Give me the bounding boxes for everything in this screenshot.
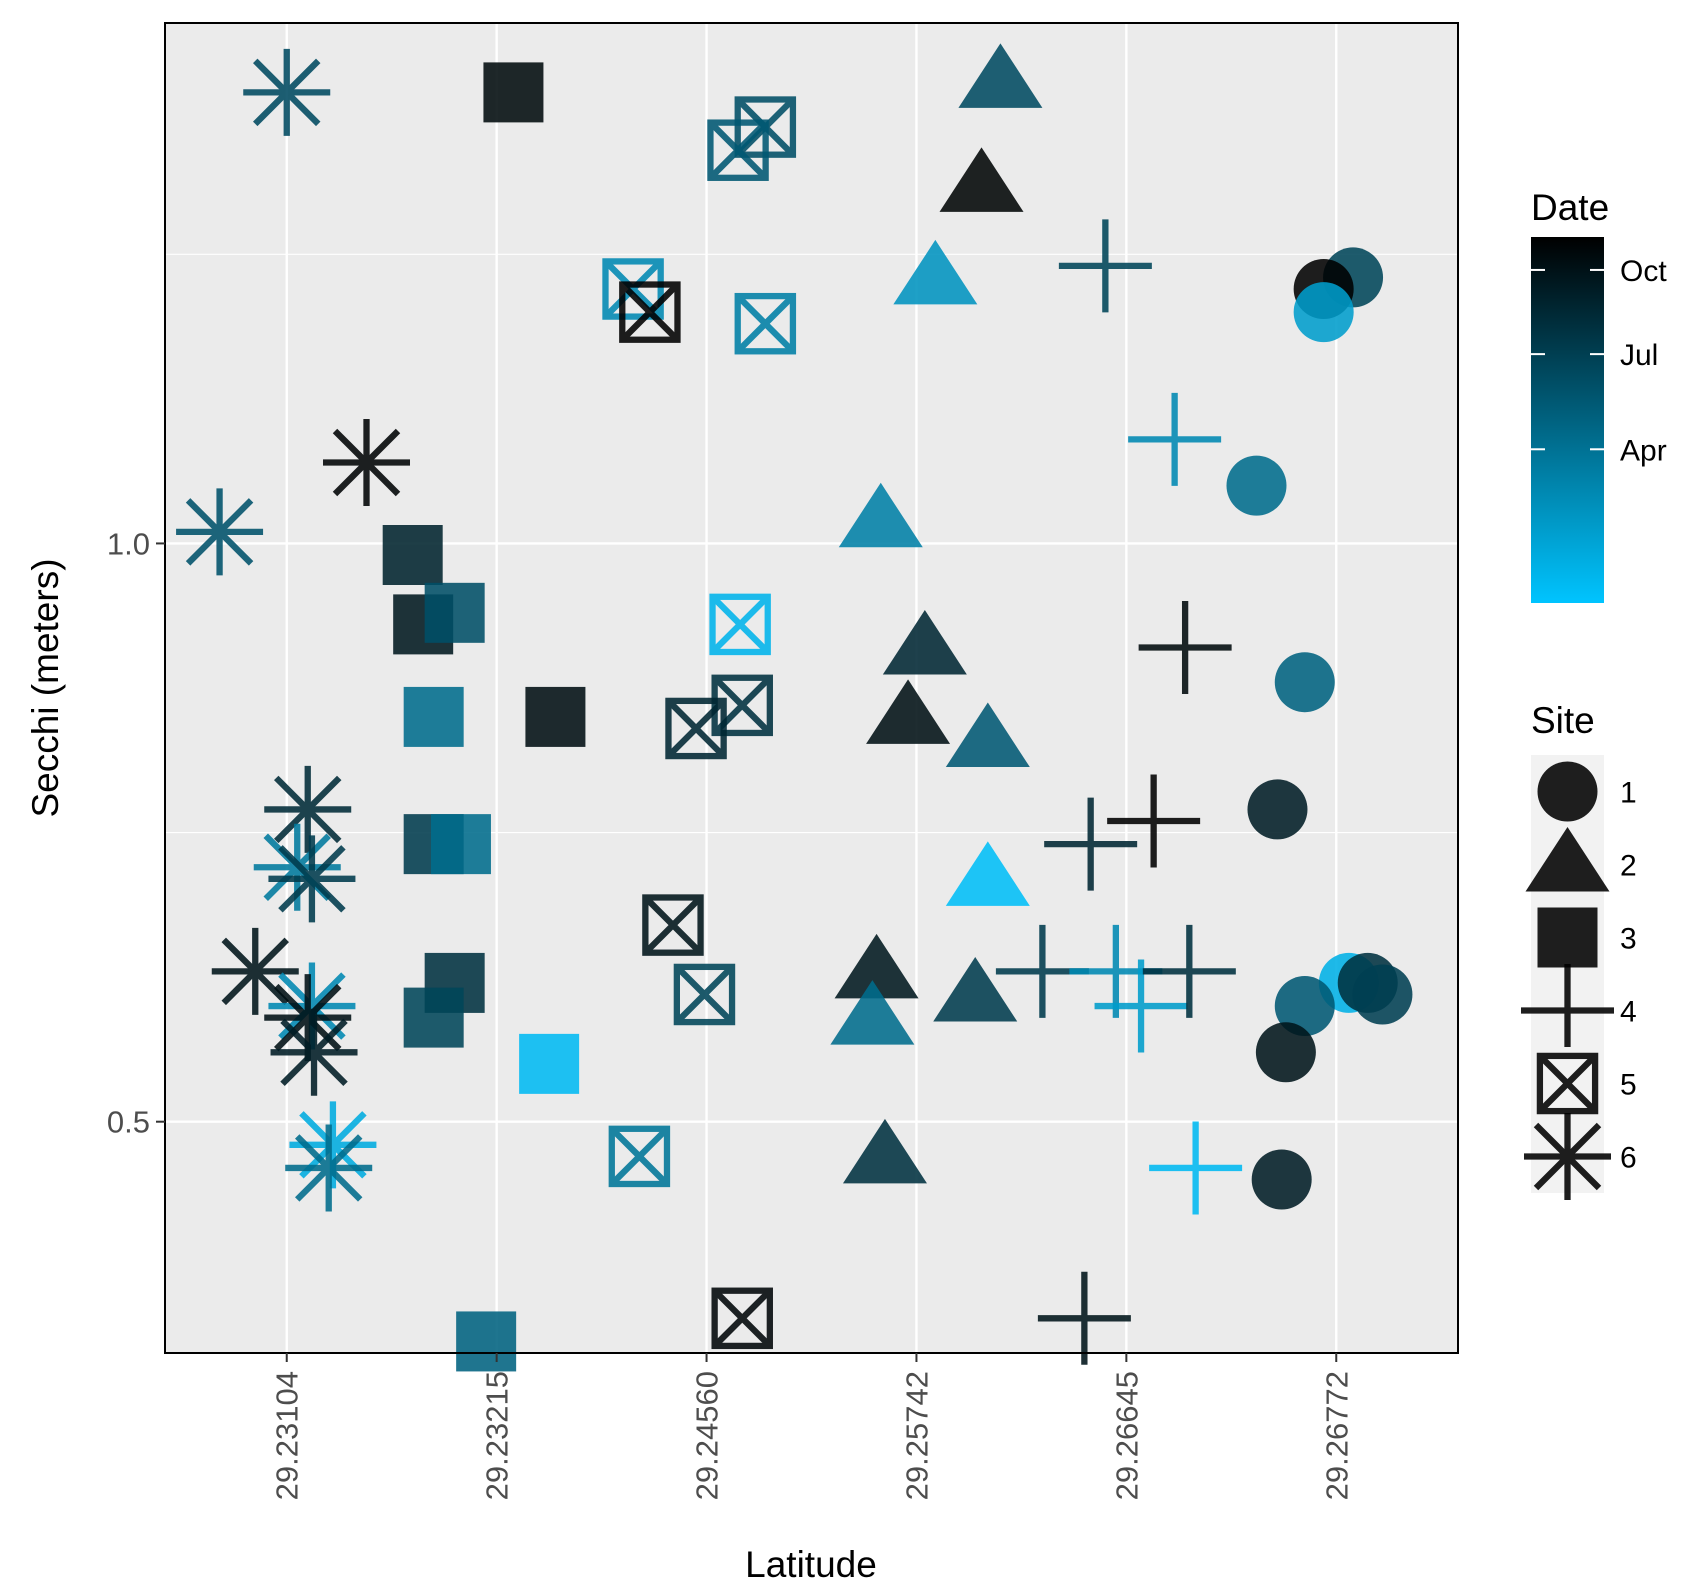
- point-site-5: [608, 1125, 671, 1188]
- x-tick-label: 29.25742: [899, 1371, 934, 1500]
- colorbar-label: Jul: [1620, 339, 1658, 372]
- shape-legend-items: 1 2 3 4 5 6: [1521, 755, 1637, 1200]
- point-site-2: [838, 482, 923, 548]
- point-site-5: [665, 697, 727, 760]
- point-site-5: [711, 1287, 773, 1350]
- point-site-3: [519, 1033, 580, 1094]
- point-site-1: [1251, 1149, 1312, 1210]
- x-axis-title: Latitude: [745, 1544, 877, 1585]
- point-site-2: [945, 702, 1030, 768]
- point-site-6: [264, 765, 352, 853]
- point-site-1: [1247, 779, 1308, 840]
- point-site-3: [430, 814, 491, 875]
- legend-key-circle-icon: [1537, 761, 1598, 822]
- point-site-1: [1352, 964, 1413, 1025]
- point-site-2: [945, 841, 1030, 906]
- legend-item-label: 3: [1620, 923, 1637, 956]
- point-site-2: [958, 43, 1043, 108]
- point-site-2: [882, 610, 967, 675]
- point-site-1: [1293, 282, 1354, 343]
- point-site-3: [424, 582, 485, 643]
- point-site-3: [403, 987, 464, 1048]
- point-site-4: [1142, 924, 1236, 1018]
- colorbar-label: Apr: [1620, 434, 1667, 467]
- point-site-2: [893, 239, 978, 305]
- point-site-4: [1058, 219, 1152, 313]
- colorbar-label: Oct: [1620, 255, 1667, 288]
- point-site-6: [211, 927, 299, 1015]
- point-site-4: [1037, 1271, 1131, 1365]
- point-site-6: [176, 488, 264, 576]
- color-legend-title: Date: [1531, 187, 1609, 228]
- point-site-6: [243, 48, 331, 136]
- legend-key-asterisk-icon: [1524, 1113, 1611, 1200]
- colorbar: [1531, 237, 1604, 603]
- point-site-3: [456, 1311, 517, 1372]
- x-tick-label: 29.23104: [270, 1371, 305, 1500]
- point-site-2: [834, 933, 919, 999]
- point-site-4: [1138, 601, 1232, 695]
- point-site-1: [1274, 652, 1335, 713]
- x-tick-label: 29.26645: [1109, 1371, 1144, 1500]
- point-site-2: [830, 980, 915, 1045]
- shape-legend-title: Site: [1531, 700, 1595, 741]
- point-site-3: [525, 686, 586, 747]
- point-site-2: [933, 956, 1018, 1022]
- point-site-4: [1044, 797, 1138, 891]
- legend-item-label: 6: [1620, 1142, 1637, 1175]
- point-site-1: [1255, 1022, 1316, 1083]
- y-tick-label: 0.5: [107, 1105, 150, 1140]
- point-site-6: [323, 418, 411, 506]
- color-legend: Date Apr Jul Oct: [1531, 187, 1667, 603]
- legend-key-boxed-x-icon: [1536, 1052, 1599, 1115]
- x-tick-label: 29.26772: [1319, 1371, 1354, 1500]
- legend-item-label: 5: [1620, 1069, 1637, 1102]
- point-site-5: [711, 674, 773, 737]
- point-site-2: [866, 679, 951, 744]
- point-site-5: [707, 119, 769, 181]
- x-tick-label: 29.24560: [690, 1371, 725, 1500]
- point-site-5: [709, 593, 771, 656]
- y-axis-title: Secchi (meters): [25, 558, 66, 817]
- point-site-5: [673, 963, 736, 1026]
- y-tick-label: 1.0: [107, 526, 150, 561]
- point-site-5: [619, 281, 681, 343]
- point-site-1: [1274, 976, 1335, 1037]
- point-site-3: [382, 525, 443, 585]
- point-site-3: [483, 62, 544, 123]
- point-site-2: [842, 1118, 927, 1184]
- y-axis: 0.5 1.0: [107, 526, 165, 1140]
- point-site-4: [1094, 959, 1188, 1053]
- minor-gridlines: [165, 253, 1458, 834]
- point-site-5: [734, 292, 797, 355]
- plot-border: [164, 22, 1459, 1354]
- shape-legend: Site 1 2 3 4 5 6: [1521, 700, 1637, 1200]
- legend-key-triangle-icon: [1525, 827, 1610, 892]
- point-site-2: [939, 147, 1024, 212]
- major-gridlines: [165, 23, 1458, 1353]
- point-site-6: [285, 1124, 373, 1212]
- plot-panel: [165, 23, 1458, 1353]
- x-axis: 29.23104 29.23215 29.24560 29.25742 29.26645…: [270, 1353, 1354, 1500]
- legend-item-label: 1: [1620, 777, 1637, 810]
- legend-key-square-icon: [1537, 907, 1598, 968]
- point-site-4: [1128, 392, 1222, 486]
- point-site-3: [403, 686, 464, 747]
- legend-item-label: 4: [1620, 996, 1637, 1029]
- point-site-4: [1149, 1121, 1243, 1215]
- legend-item-label: 2: [1620, 850, 1637, 883]
- point-site-5: [642, 894, 704, 956]
- legend-key-plus-icon: [1521, 964, 1614, 1057]
- point-site-1: [1226, 455, 1287, 516]
- point-site-6: [268, 835, 356, 923]
- data-points: [176, 43, 1413, 1372]
- point-site-4: [1107, 774, 1201, 868]
- colorbar-ticks: Apr Jul Oct: [1531, 255, 1667, 467]
- point-site-6: [270, 1008, 358, 1096]
- x-tick-label: 29.23215: [480, 1371, 515, 1500]
